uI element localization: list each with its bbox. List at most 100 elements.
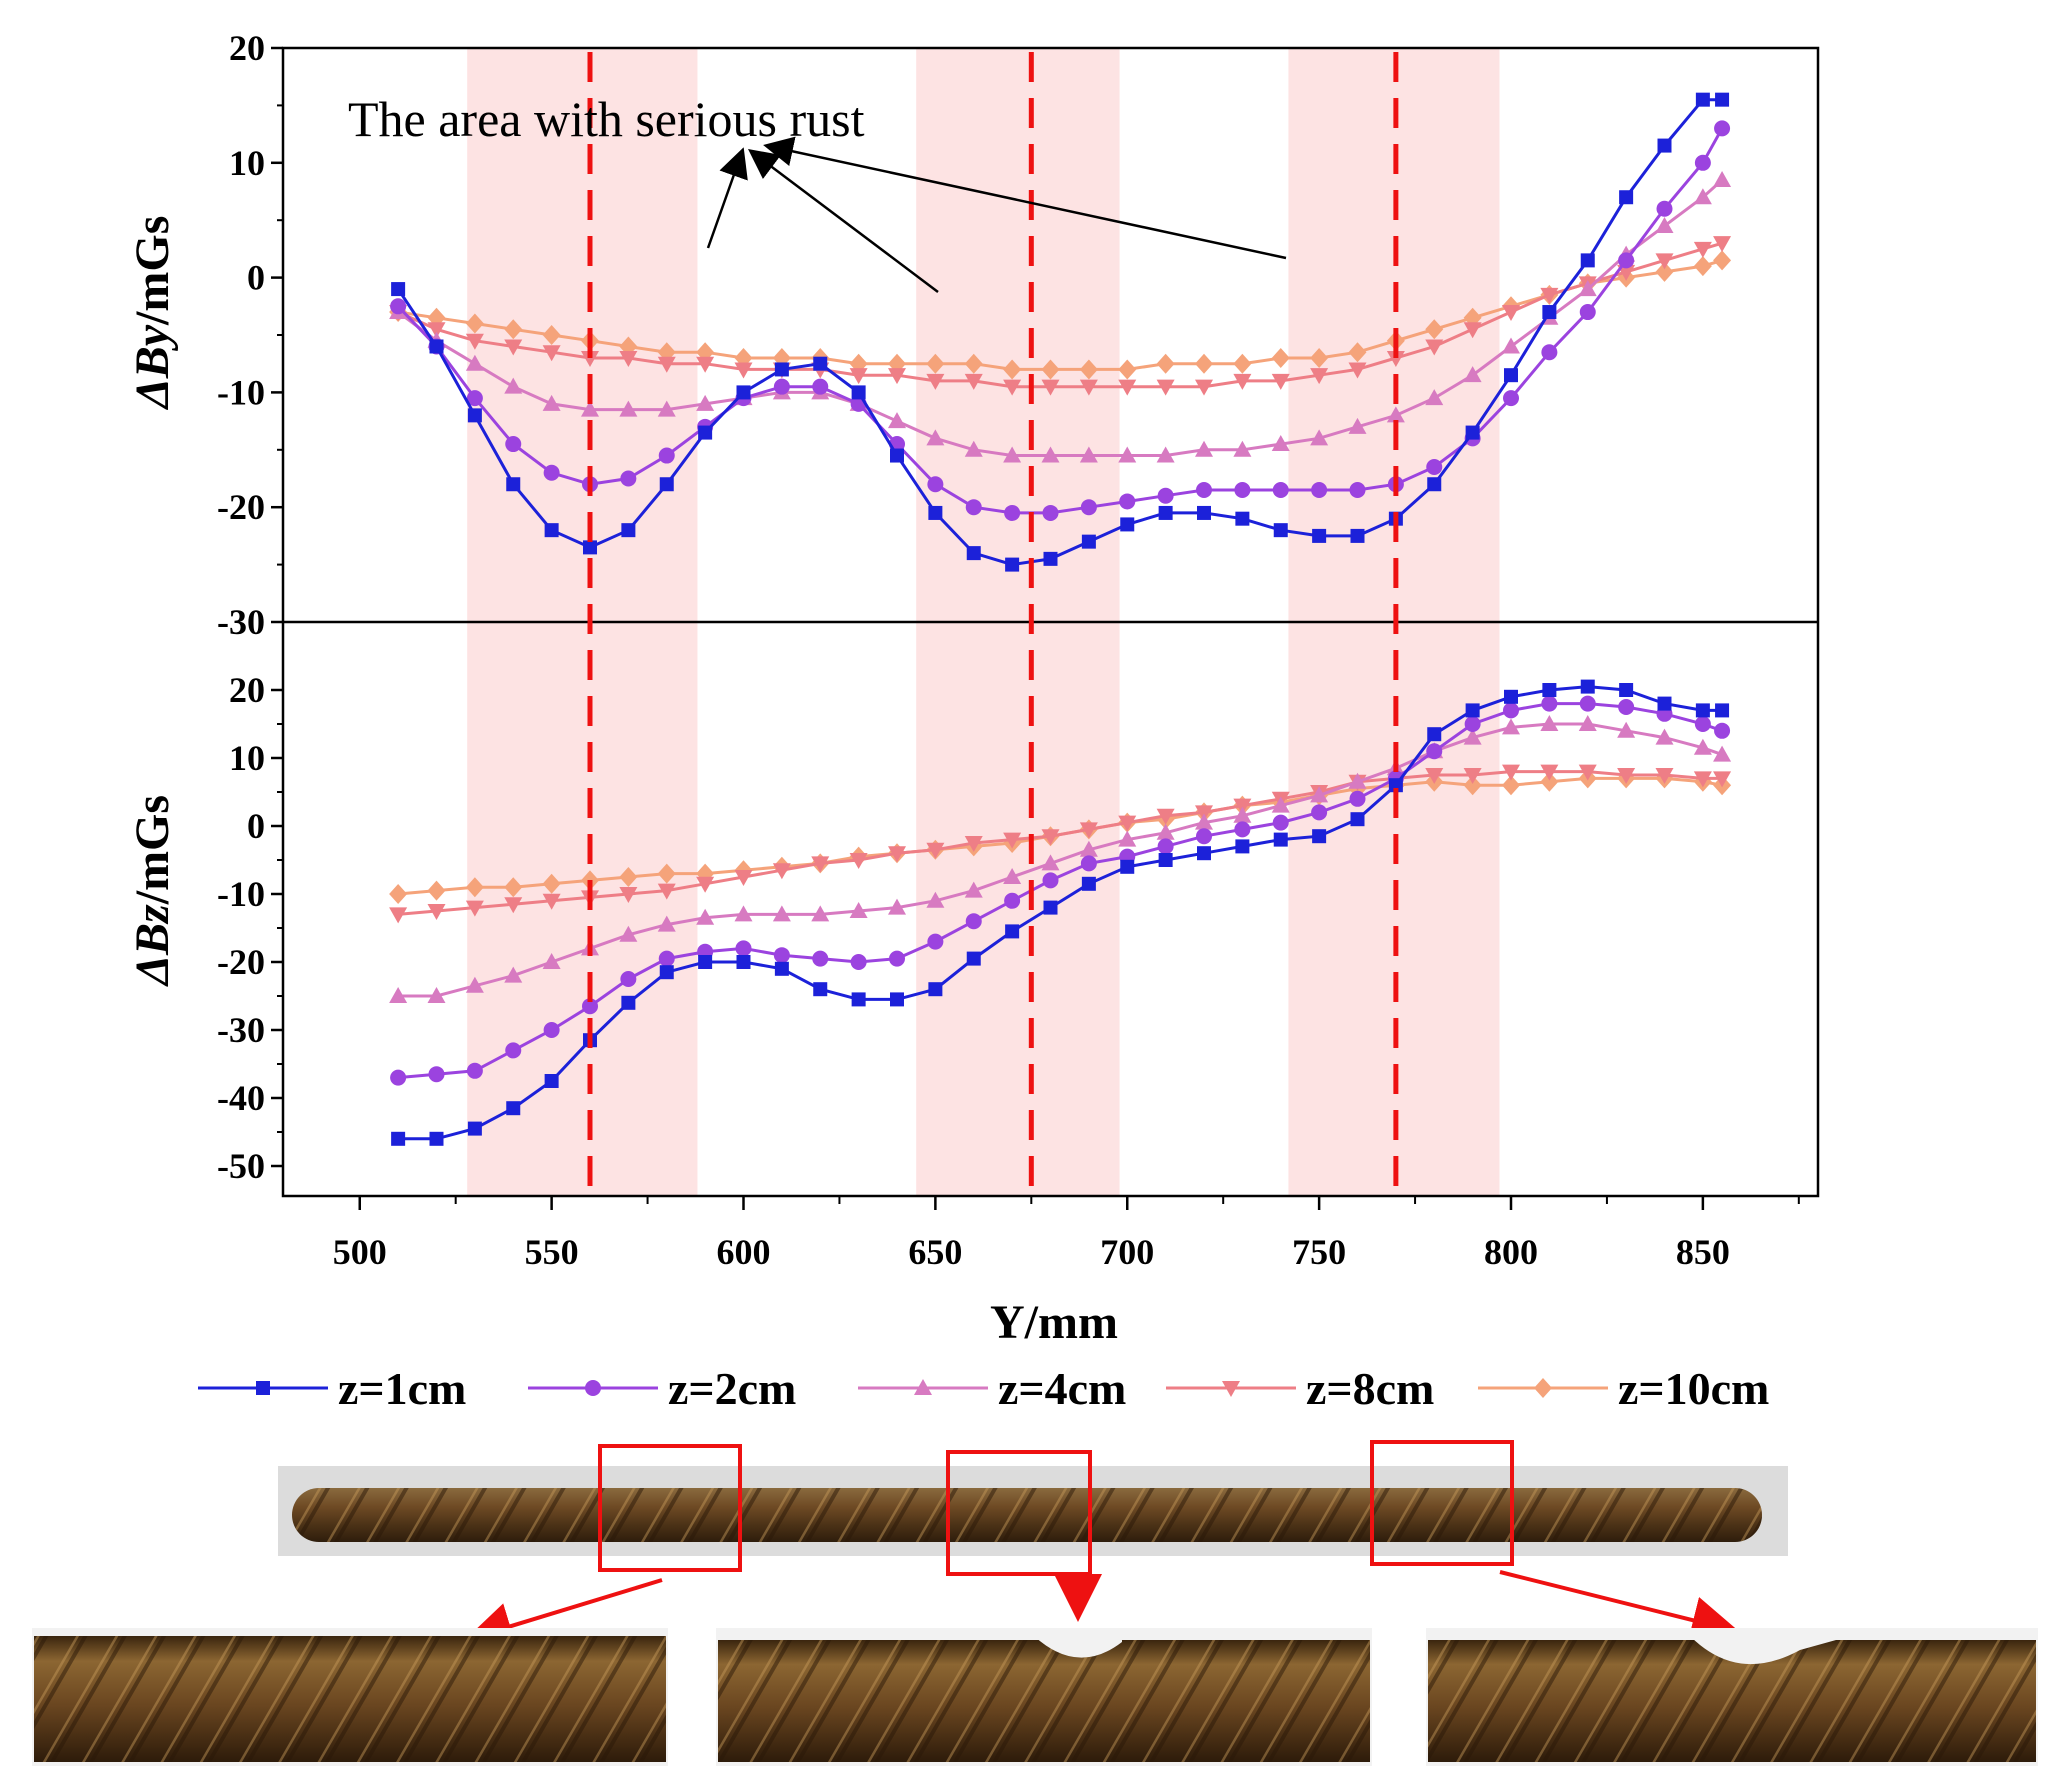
bottom-point-z=2cm-620 bbox=[812, 951, 828, 967]
top-point-z=10cm-710 bbox=[1157, 354, 1175, 374]
top-point-z=2cm-820 bbox=[1580, 304, 1596, 320]
legend-item-z=2cm: z=2cm bbox=[528, 1363, 796, 1414]
bottom-point-z=1cm-830 bbox=[1619, 683, 1633, 697]
rebar-closeup-3 bbox=[1426, 1628, 2038, 1766]
top-point-z=8cm-800 bbox=[1502, 305, 1520, 321]
top-ytick-label-0: 0 bbox=[247, 258, 265, 298]
top-point-z=1cm-820 bbox=[1581, 253, 1595, 267]
top-point-z=2cm-780 bbox=[1426, 459, 1442, 475]
bottom-point-z=1cm-530 bbox=[468, 1122, 482, 1136]
y-axis-title-bottom: ΔBz/mGs bbox=[126, 795, 179, 987]
annotation-arrow-2 bbox=[752, 152, 938, 292]
top-point-z=1cm-520 bbox=[430, 339, 444, 353]
top-point-z=10cm-740 bbox=[1272, 348, 1290, 368]
top-point-z=1cm-760 bbox=[1351, 529, 1365, 543]
legend-label-z=8cm: z=8cm bbox=[1306, 1363, 1434, 1414]
top-point-z=1cm-610 bbox=[775, 362, 789, 376]
rust-magnetic-figure: 20100-10-20-3020100-10-20-30-40-50500 550… bbox=[0, 0, 2068, 1784]
bottom-point-z=2cm-680 bbox=[1043, 872, 1059, 888]
bottom-point-z=1cm-750 bbox=[1312, 829, 1326, 843]
bottom-ytick-label-20: 20 bbox=[229, 670, 265, 710]
top-point-z=1cm-690 bbox=[1082, 535, 1096, 549]
legend-label-z=4cm: z=4cm bbox=[998, 1363, 1126, 1414]
bottom-point-z=1cm-820 bbox=[1581, 680, 1595, 694]
top-point-z=1cm-550 bbox=[545, 523, 559, 537]
bottom-point-z=1cm-800 bbox=[1504, 690, 1518, 704]
legend-label-z=2cm: z=2cm bbox=[668, 1363, 796, 1414]
legend-label-z=1cm: z=1cm bbox=[338, 1363, 466, 1414]
xtick-label-500: 500 bbox=[333, 1232, 387, 1272]
top-point-z=2cm-700 bbox=[1119, 493, 1135, 509]
bottom-point-z=1cm-590 bbox=[698, 955, 712, 969]
top-point-z=1cm-630 bbox=[852, 385, 866, 399]
bottom-point-z=1cm-850 bbox=[1696, 703, 1710, 717]
top-ytick-label-10: 10 bbox=[229, 143, 265, 183]
bottom-point-z=1cm-510 bbox=[391, 1132, 405, 1146]
top-point-z=2cm-720 bbox=[1196, 482, 1212, 498]
top-point-z=1cm-590 bbox=[698, 426, 712, 440]
bottom-point-z=2cm-710 bbox=[1158, 838, 1174, 854]
top-point-z=10cm-855 bbox=[1713, 250, 1731, 270]
bottom-ytick-label-0: 0 bbox=[247, 806, 265, 846]
bottom-ytick-label--20: -20 bbox=[217, 942, 265, 982]
rebar-photo-full bbox=[278, 1466, 1788, 1556]
top-point-z=1cm-600 bbox=[737, 385, 751, 399]
top-ytick-label-20: 20 bbox=[229, 28, 265, 68]
top-point-z=1cm-700 bbox=[1120, 517, 1134, 531]
bottom-point-z=2cm-800 bbox=[1503, 702, 1519, 718]
bottom-point-z=2cm-510 bbox=[390, 1070, 406, 1086]
bottom-point-z=1cm-760 bbox=[1351, 812, 1365, 826]
bottom-point-z=1cm-740 bbox=[1274, 833, 1288, 847]
bottom-point-z=2cm-810 bbox=[1541, 696, 1557, 712]
top-point-z=2cm-850 bbox=[1695, 155, 1711, 171]
top-point-z=10cm-700 bbox=[1118, 359, 1136, 379]
bottom-point-z=2cm-600 bbox=[736, 940, 752, 956]
bottom-point-z=1cm-680 bbox=[1044, 901, 1058, 915]
top-point-z=1cm-840 bbox=[1658, 139, 1672, 153]
top-point-z=2cm-855 bbox=[1714, 120, 1730, 136]
bottom-point-z=1cm-855 bbox=[1715, 703, 1729, 717]
bottom-point-z=1cm-540 bbox=[506, 1101, 520, 1115]
top-ytick-label--10: -10 bbox=[217, 372, 265, 412]
top-point-z=2cm-670 bbox=[1004, 505, 1020, 521]
bottom-point-z=2cm-570 bbox=[620, 971, 636, 987]
top-point-z=1cm-660 bbox=[967, 546, 981, 560]
bottom-point-z=2cm-540 bbox=[505, 1042, 521, 1058]
bottom-point-z=1cm-550 bbox=[545, 1074, 559, 1088]
annotation-arrow-1 bbox=[708, 152, 742, 248]
bottom-ytick-label--40: -40 bbox=[217, 1078, 265, 1118]
bottom-point-z=1cm-520 bbox=[430, 1132, 444, 1146]
top-point-z=2cm-660 bbox=[966, 499, 982, 515]
bottom-point-z=2cm-855 bbox=[1714, 723, 1730, 739]
top-ytick-label--30: -30 bbox=[217, 602, 265, 642]
bottom-point-z=2cm-650 bbox=[927, 934, 943, 950]
bottom-point-z=2cm-830 bbox=[1618, 699, 1634, 715]
top-point-z=1cm-750 bbox=[1312, 529, 1326, 543]
bottom-point-z=2cm-610 bbox=[774, 947, 790, 963]
top-point-z=1cm-850 bbox=[1696, 93, 1710, 107]
top-point-z=2cm-740 bbox=[1273, 482, 1289, 498]
top-point-z=1cm-730 bbox=[1235, 512, 1249, 526]
xtick-label-550: 550 bbox=[525, 1232, 579, 1272]
top-point-z=1cm-530 bbox=[468, 408, 482, 422]
top-point-z=2cm-510 bbox=[390, 298, 406, 314]
top-point-z=4cm-640 bbox=[888, 412, 906, 428]
top-point-z=2cm-830 bbox=[1618, 252, 1634, 268]
y-axis-title-top-suffix: /mGs bbox=[126, 216, 179, 326]
top-point-z=2cm-580 bbox=[659, 448, 675, 464]
top-point-z=2cm-750 bbox=[1311, 482, 1327, 498]
bottom-point-z=1cm-720 bbox=[1197, 846, 1211, 860]
legend-marker-z=10cm bbox=[1534, 1378, 1552, 1398]
bottom-point-z=10cm-520 bbox=[428, 881, 446, 901]
bottom-point-z=2cm-720 bbox=[1196, 828, 1212, 844]
bottom-point-z=2cm-670 bbox=[1004, 893, 1020, 909]
legend-item-z=10cm: z=10cm bbox=[1478, 1363, 1769, 1414]
bottom-point-z=1cm-840 bbox=[1658, 697, 1672, 711]
bottom-point-z=1cm-710 bbox=[1159, 853, 1173, 867]
top-point-z=1cm-810 bbox=[1542, 305, 1556, 319]
bottom-point-z=1cm-650 bbox=[928, 982, 942, 996]
y-axis-title-bottom-var: z bbox=[126, 904, 179, 925]
legend-item-z=4cm: z=4cm bbox=[858, 1363, 1126, 1414]
top-point-z=2cm-570 bbox=[620, 471, 636, 487]
top-point-z=1cm-720 bbox=[1197, 506, 1211, 520]
